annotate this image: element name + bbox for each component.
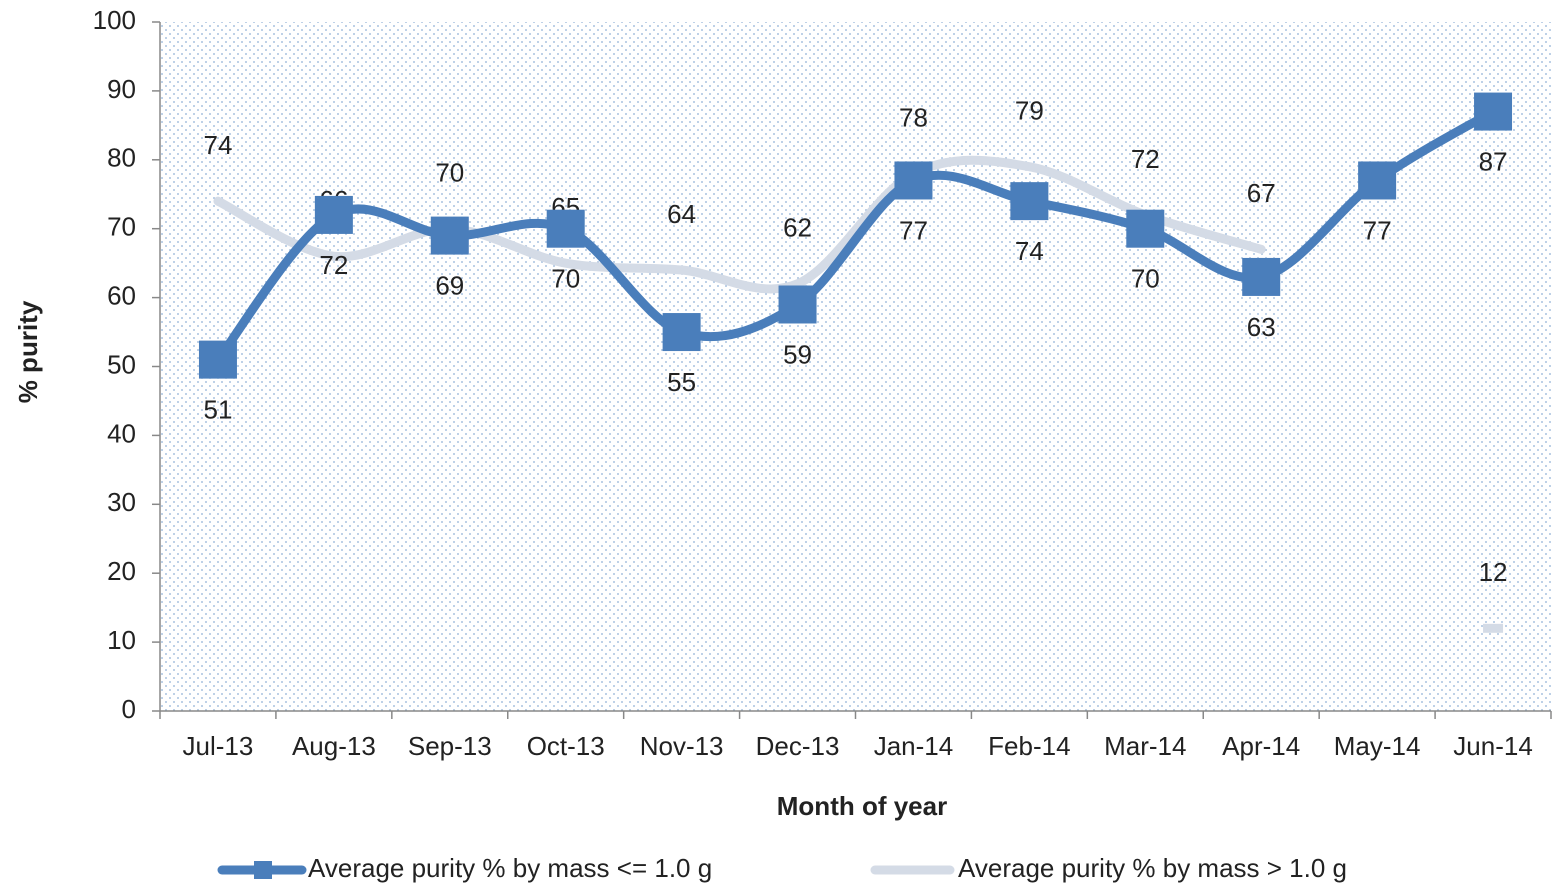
data-label: 77	[1363, 215, 1392, 245]
data-label: 59	[783, 339, 812, 369]
y-tick-label: 70	[107, 212, 136, 242]
marker	[1474, 92, 1513, 131]
x-tick-label: Nov-13	[640, 731, 724, 761]
y-tick-label: 20	[107, 556, 136, 586]
data-label: 70	[1131, 264, 1160, 294]
data-label: 79	[1015, 96, 1044, 126]
y-tick-label: 60	[107, 280, 136, 310]
y-tick-label: 50	[107, 349, 136, 379]
x-tick-label: Oct-13	[527, 731, 605, 761]
y-tick-label: 10	[107, 625, 136, 655]
marker	[546, 209, 585, 248]
data-label: 72	[319, 250, 348, 280]
x-tick-label: Apr-14	[1222, 731, 1300, 761]
y-tick-label: 100	[93, 5, 136, 35]
legend-label: Average purity % by mass > 1.0 g	[958, 853, 1347, 883]
series-line	[213, 155, 1266, 294]
legend-marker	[254, 861, 272, 879]
marker	[1126, 209, 1165, 248]
data-label: 77	[899, 215, 928, 245]
x-tick-label: Dec-13	[756, 731, 840, 761]
x-tick-label: Aug-13	[292, 731, 376, 761]
data-label: 12	[1479, 557, 1508, 587]
data-label: 72	[1131, 144, 1160, 174]
marker	[1358, 161, 1397, 200]
data-label: 63	[1247, 312, 1276, 342]
marker	[1010, 182, 1049, 221]
data-label: 64	[667, 199, 696, 229]
series-point	[1483, 623, 1504, 633]
x-tick-label: Jan-14	[874, 731, 954, 761]
data-label: 87	[1479, 146, 1508, 176]
data-label: 74	[1015, 236, 1044, 266]
data-label: 55	[667, 367, 696, 397]
x-tick-label: Sep-13	[408, 731, 492, 761]
x-tick-label: Mar-14	[1104, 731, 1186, 761]
x-tick-label: May-14	[1334, 731, 1421, 761]
data-label: 67	[1247, 178, 1276, 208]
marker	[662, 313, 701, 352]
y-tick-label: 90	[107, 74, 136, 104]
marker	[314, 195, 353, 234]
marker	[430, 216, 469, 255]
data-label: 74	[203, 130, 232, 160]
y-tick-label: 30	[107, 487, 136, 517]
plot-area	[160, 22, 1551, 711]
data-label: 69	[435, 270, 464, 300]
marker	[778, 285, 817, 324]
x-tick-label: Jul-13	[183, 731, 254, 761]
x-tick-label: Jun-14	[1453, 731, 1533, 761]
legend-label: Average purity % by mass <= 1.0 g	[308, 853, 712, 883]
marker	[1242, 257, 1281, 296]
marker	[198, 340, 237, 379]
data-label: 51	[203, 394, 232, 424]
y-tick-label: 80	[107, 143, 136, 173]
y-axis-title: % purity	[13, 300, 43, 403]
y-tick-label: 0	[122, 694, 136, 724]
data-label: 62	[783, 213, 812, 243]
marker	[894, 161, 933, 200]
x-axis-title: Month of year	[777, 791, 947, 821]
data-label: 70	[435, 158, 464, 188]
y-tick-label: 40	[107, 418, 136, 448]
x-tick-label: Feb-14	[988, 731, 1070, 761]
data-label: 70	[551, 264, 580, 294]
data-label: 78	[899, 102, 928, 132]
